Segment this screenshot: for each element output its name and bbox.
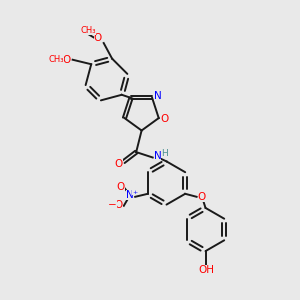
Text: O: O bbox=[117, 182, 125, 192]
Text: N: N bbox=[154, 91, 161, 101]
Text: −: − bbox=[108, 200, 117, 210]
Text: +: + bbox=[132, 190, 137, 195]
Text: N: N bbox=[154, 151, 161, 161]
Text: N: N bbox=[126, 190, 134, 200]
Text: O: O bbox=[62, 55, 70, 65]
Text: H: H bbox=[161, 149, 168, 158]
Text: CH₃: CH₃ bbox=[49, 55, 64, 64]
Text: CH₃: CH₃ bbox=[80, 26, 96, 35]
Text: OH: OH bbox=[198, 265, 214, 275]
Text: O: O bbox=[198, 192, 206, 202]
Text: O: O bbox=[115, 200, 123, 210]
Text: O: O bbox=[94, 33, 102, 43]
Text: O: O bbox=[160, 114, 168, 124]
Text: O: O bbox=[115, 159, 123, 169]
